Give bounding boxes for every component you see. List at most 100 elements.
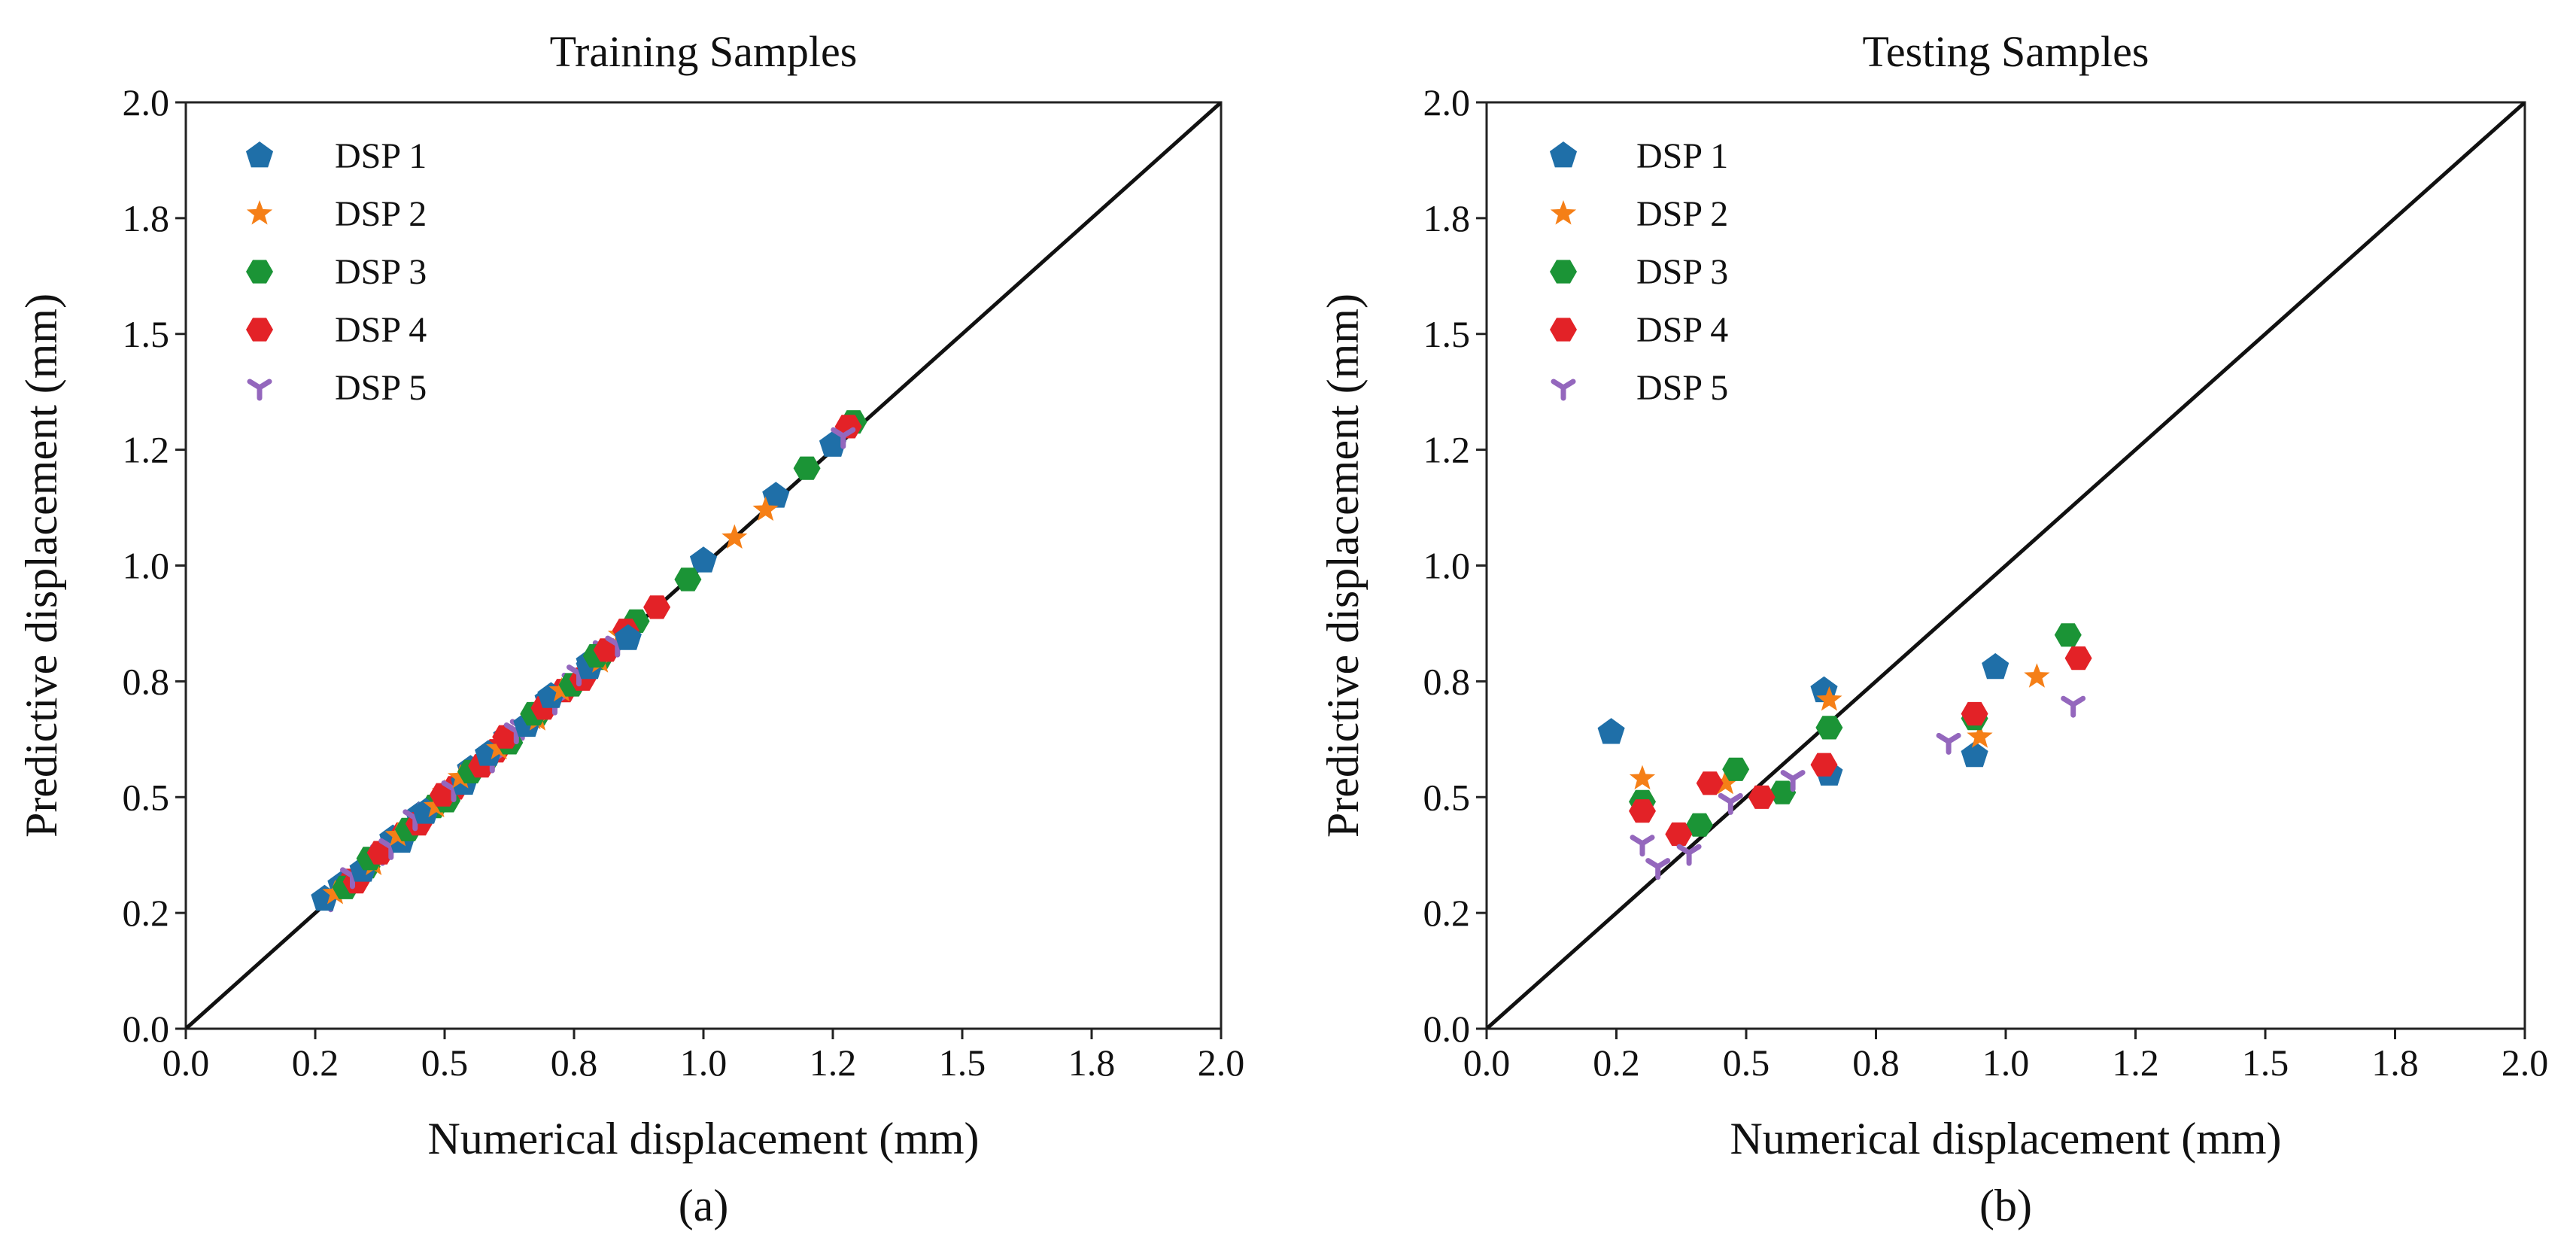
x-tick-label: 0.0 [1463,1042,1511,1084]
data-point [2054,623,2082,647]
data-point [1629,799,1656,823]
y-tick-label: 0.2 [1423,892,1471,934]
x-tick-label: 0.2 [1593,1042,1640,1084]
data-point [1961,701,1988,726]
data-point [1967,723,1993,748]
y-tick-label: 2.0 [123,81,170,123]
x-axis-label: Numerical displacement (mm) [1730,1114,2281,1163]
y-tick-label: 0.0 [1423,1008,1471,1050]
legend-label: DSP 4 [1636,310,1728,350]
x-tick-label: 0.5 [421,1042,469,1084]
y-tick-label: 2.0 [1423,81,1471,123]
x-tick-label: 0.5 [1723,1042,1770,1084]
data-point [1748,785,1776,809]
data-point [1815,716,1843,740]
data-point [721,524,748,549]
data-point [2024,663,2050,688]
data-point [1645,858,1671,880]
x-tick-label: 1.2 [810,1042,857,1084]
y-tick-label: 0.0 [123,1008,170,1050]
data-point [643,595,671,619]
data-point [1961,740,1988,768]
x-tick-label: 0.2 [292,1042,339,1084]
legend-label: DSP 1 [1636,136,1728,176]
x-tick-label: 1.8 [2371,1042,2419,1084]
legend-marker [1550,200,1577,225]
data-point [1629,765,1656,790]
legend-marker [246,200,273,225]
legend-label: DSP 1 [335,136,427,176]
legend-label: DSP 3 [1636,252,1728,292]
data-point [1936,732,1961,755]
legend-marker [246,260,273,284]
data-point [2064,646,2092,671]
x-tick-label: 2.0 [2502,1042,2549,1084]
x-tick-label: 1.0 [1982,1042,2030,1084]
data-point [1665,822,1693,847]
series-dsp-2 [1629,663,2050,795]
data-point [752,496,779,522]
data-point [1597,718,1625,744]
legend: DSP 1 DSP 2 DSP 3 DSP 4 DSP 5 [1549,136,1728,408]
legend: DSP 1 DSP 2 DSP 3 DSP 4 DSP 5 [245,136,427,408]
x-tick-label: 1.2 [2112,1042,2159,1084]
y-tick-label: 1.8 [123,197,170,239]
data-point [1685,813,1713,837]
y-tick-label: 1.8 [1423,197,1471,239]
legend-label: DSP 4 [335,310,427,350]
legend-marker [1549,141,1578,168]
y-tick-label: 0.8 [1423,660,1471,702]
legend-label: DSP 5 [335,368,427,408]
data-point [1676,844,1702,866]
x-axis-label: Numerical displacement (mm) [427,1114,979,1163]
legend-marker [1550,260,1577,284]
data-point [762,482,790,508]
x-tick-label: 0.8 [551,1042,598,1084]
legend-marker [247,379,272,401]
legend-label: DSP 3 [335,252,427,292]
chart-title: Testing Samples [1863,27,2149,76]
series-dsp-3 [1629,623,2082,837]
y-tick-label: 1.0 [1423,545,1471,587]
data-point [793,456,821,480]
training-panel: Training Samples 0.0 0.2 0.5 0.8 1.0 1.2 1.5 1.8… [17,27,1244,1230]
y-tick-label: 0.5 [123,776,170,818]
data-point [2061,695,2086,718]
x-tick-label: 1.5 [2242,1042,2289,1084]
data-point [689,546,718,573]
y-tick-label: 1.5 [123,313,170,355]
legend-marker [1550,318,1577,342]
testing-panel: Testing Samples 0.0 0.2 0.5 0.8 1.0 1.2 1.5 1.8 2… [1318,27,2548,1230]
legend-label: DSP 2 [1636,194,1728,234]
x-tick-label: 1.0 [680,1042,728,1084]
x-tick-label: 0.0 [163,1042,210,1084]
data-point [1810,753,1838,777]
data-point [1982,652,2009,680]
legend-label: DSP 5 [1636,368,1728,408]
data-point [1769,780,1797,804]
data-point [1696,771,1724,795]
data-point [1780,770,1806,792]
dense-points-band [311,624,642,911]
data-point [1722,757,1750,781]
data-point [614,624,642,650]
data-point [819,430,847,457]
series-dsp-5 [1630,695,2086,880]
data-point [1712,769,1739,795]
x-tick-label: 0.8 [1852,1042,1900,1084]
y-tick-label: 1.0 [123,545,170,587]
y-tick-label: 1.5 [1423,313,1471,355]
y-tick-label: 0.8 [123,660,170,702]
y-axis-label: Predictive displacement (mm) [1318,293,1368,838]
series-dsp-4 [1629,646,2092,847]
data-point [1718,792,1743,815]
data-point [674,567,702,591]
data-point [1630,835,1655,857]
legend-marker [246,318,273,342]
x-tick-label: 1.8 [1068,1042,1116,1084]
panel-caption: (b) [1979,1181,2032,1230]
y-tick-label: 1.2 [123,429,170,471]
x-tick-label: 2.0 [1198,1042,1245,1084]
legend-marker [245,141,274,168]
